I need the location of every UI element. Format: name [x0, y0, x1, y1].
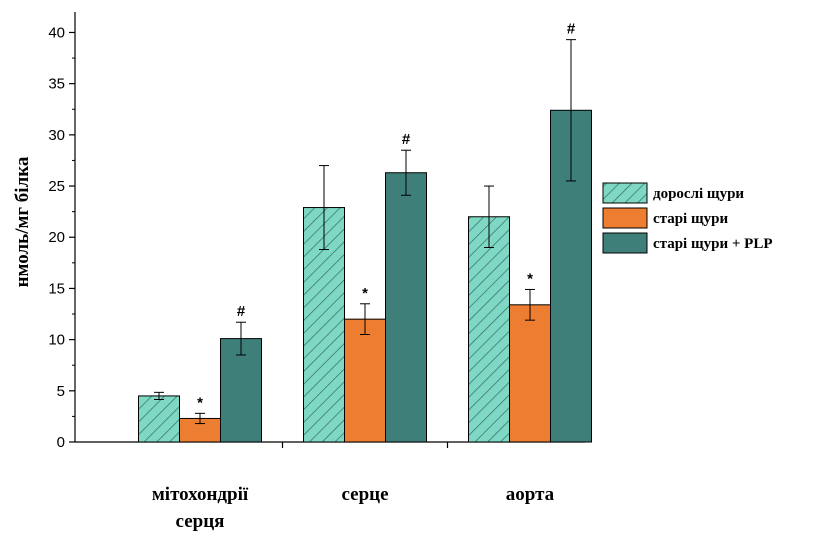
bar: [138, 395, 180, 443]
significance-mark: #: [567, 21, 576, 38]
bar: [468, 216, 510, 443]
y-tick-label: 35: [48, 76, 65, 93]
legend-swatch: [602, 182, 648, 204]
significance-mark: *: [362, 285, 368, 302]
x-category-label: аорта: [506, 484, 555, 505]
y-tick-label: 15: [48, 280, 65, 297]
legend: дорослі щури старі щури старі щури + PLP: [602, 182, 773, 254]
bar: [344, 318, 386, 443]
bar: [220, 338, 262, 443]
x-category-label-line: аорта: [506, 484, 555, 505]
significance-mark: #: [237, 303, 246, 320]
y-tick-label: 30: [48, 127, 65, 144]
bar: [509, 304, 551, 443]
legend-swatch: [602, 207, 648, 229]
y-tick-label: 25: [48, 178, 65, 195]
x-category-label-line: серця: [176, 511, 225, 532]
legend-label: старі щури + PLP: [653, 236, 773, 252]
significance-mark: *: [197, 394, 203, 411]
bar: [550, 109, 592, 443]
y-tick-label: 20: [48, 229, 65, 246]
y-axis-label: нмоль/мг білка: [12, 156, 33, 287]
x-category-label-line: серце: [341, 484, 388, 505]
x-category-label-line: мітохондрії: [152, 484, 249, 505]
bar: [385, 172, 427, 443]
significance-mark: *: [527, 270, 533, 287]
y-tick-label: 5: [57, 383, 65, 400]
x-category-label: мітохондрії серця: [152, 484, 249, 532]
plot-area: 0 5 10 15 20 25 30 35 40 * * * # # # мітохондрії серця се…: [48, 12, 592, 532]
legend-label: старі щури: [653, 211, 728, 227]
legend-label: дорослі щури: [653, 186, 744, 202]
y-tick-label: 40: [48, 24, 65, 41]
significance-mark: #: [402, 131, 411, 148]
y-tick-label: 0: [57, 434, 65, 451]
x-category-label: серце: [341, 484, 388, 505]
legend-swatch: [602, 232, 648, 254]
y-tick-label: 10: [48, 332, 65, 349]
